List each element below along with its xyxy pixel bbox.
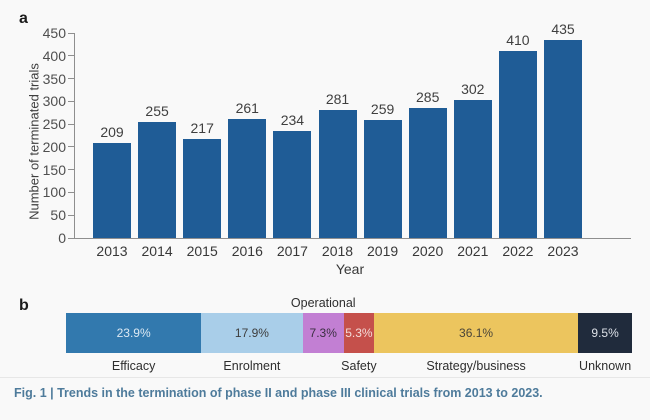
panel-label-a: a xyxy=(19,10,28,27)
bar-value-label: 410 xyxy=(506,32,530,49)
y-tick-label: 200 xyxy=(42,138,66,155)
panel-label-b: b xyxy=(19,297,29,314)
bar-value-label: 255 xyxy=(145,102,169,119)
x-tick-label: 2019 xyxy=(367,243,399,259)
segment-category-label-strategy-business: Strategy/business xyxy=(426,359,526,373)
bar-2019 xyxy=(363,120,402,238)
bar-2017 xyxy=(273,131,312,238)
stack-segment-strategy-business: 36.1% xyxy=(373,313,579,353)
bar-2016 xyxy=(228,119,267,238)
x-tick-label: 2014 xyxy=(141,243,173,259)
bar-value-label: 259 xyxy=(370,101,395,117)
y-tick-label: 250 xyxy=(42,116,66,133)
y-tick-mark xyxy=(68,237,74,239)
x-tick-label: 2018 xyxy=(321,243,354,259)
y-tick-label: 350 xyxy=(42,70,66,87)
x-tick-label: 2013 xyxy=(96,243,128,259)
bar-value-label: 285 xyxy=(416,89,440,106)
separator-line xyxy=(0,377,650,378)
figure-caption: Fig. 1 | Trends in the termination of ph… xyxy=(14,386,543,400)
bar-value-label: 234 xyxy=(280,112,305,129)
bar-2021 xyxy=(453,100,492,238)
segment-category-label-efficacy: Efficacy xyxy=(111,359,156,373)
stack-segment-safety: 5.3% xyxy=(343,313,374,353)
stack-segment-unknown: 9.5% xyxy=(578,313,632,353)
bar-2015 xyxy=(183,139,222,238)
x-axis-line xyxy=(74,238,631,239)
x-axis-title: Year xyxy=(335,261,365,277)
y-tick-label: 450 xyxy=(42,25,66,41)
bar-2018 xyxy=(318,109,357,238)
x-tick-label: 2016 xyxy=(231,243,263,259)
y-tick-mark xyxy=(68,55,74,57)
y-tick-label: 50 xyxy=(50,207,66,224)
y-tick-label: 400 xyxy=(42,47,66,64)
x-tick-label: 2015 xyxy=(186,243,218,259)
y-tick-mark xyxy=(68,214,74,216)
x-tick-label: 2023 xyxy=(547,243,579,259)
y-tick-mark xyxy=(68,191,74,193)
bar-value-label: 281 xyxy=(325,90,350,107)
segment-category-label-unknown: Unknown xyxy=(579,359,632,373)
y-tick-mark xyxy=(68,78,74,80)
segment-category-label-operational: Operational xyxy=(290,296,356,310)
bar-2020 xyxy=(408,108,447,238)
segment-category-label-enrolment: Enrolment xyxy=(223,359,281,373)
bar-value-label: 217 xyxy=(190,120,214,137)
bar-value-label: 209 xyxy=(100,123,124,140)
stack-segment-efficacy: 23.9% xyxy=(66,313,202,353)
stack-segment-enrolment: 17.9% xyxy=(201,313,303,353)
y-tick-mark xyxy=(68,146,74,148)
y-tick-mark xyxy=(68,100,74,102)
bar-chart-plot-area: Number of terminated trials Year 0 50 100 1… xyxy=(27,22,631,277)
x-tick-label: 2021 xyxy=(457,243,489,259)
y-tick-mark xyxy=(68,123,74,125)
bar-2023 xyxy=(544,39,582,238)
y-tick-label: 150 xyxy=(42,161,66,178)
y-axis-line xyxy=(74,33,75,239)
y-tick-label: 0 xyxy=(58,230,66,246)
x-tick-label: 2020 xyxy=(412,243,444,259)
bar-value-label: 261 xyxy=(235,100,259,117)
bar-2014 xyxy=(138,121,177,238)
y-tick-mark xyxy=(68,32,74,34)
segment-category-label-safety: Safety xyxy=(341,359,377,373)
bar-2013 xyxy=(93,142,131,238)
stacked-bar: 23.9% 17.9% 7.3% 5.3% 36.1% 9.5% xyxy=(66,313,632,353)
x-tick-label: 2017 xyxy=(276,243,308,259)
bar-value-label: 302 xyxy=(461,81,485,98)
x-tick-label: 2022 xyxy=(502,243,534,259)
bar-value-label: 435 xyxy=(551,20,575,37)
stack-segment-operational: 7.3% xyxy=(302,313,344,353)
y-tick-mark xyxy=(68,169,74,171)
y-tick-label: 100 xyxy=(42,184,66,201)
bar-2022 xyxy=(498,51,537,238)
y-tick-label: 300 xyxy=(42,93,66,110)
